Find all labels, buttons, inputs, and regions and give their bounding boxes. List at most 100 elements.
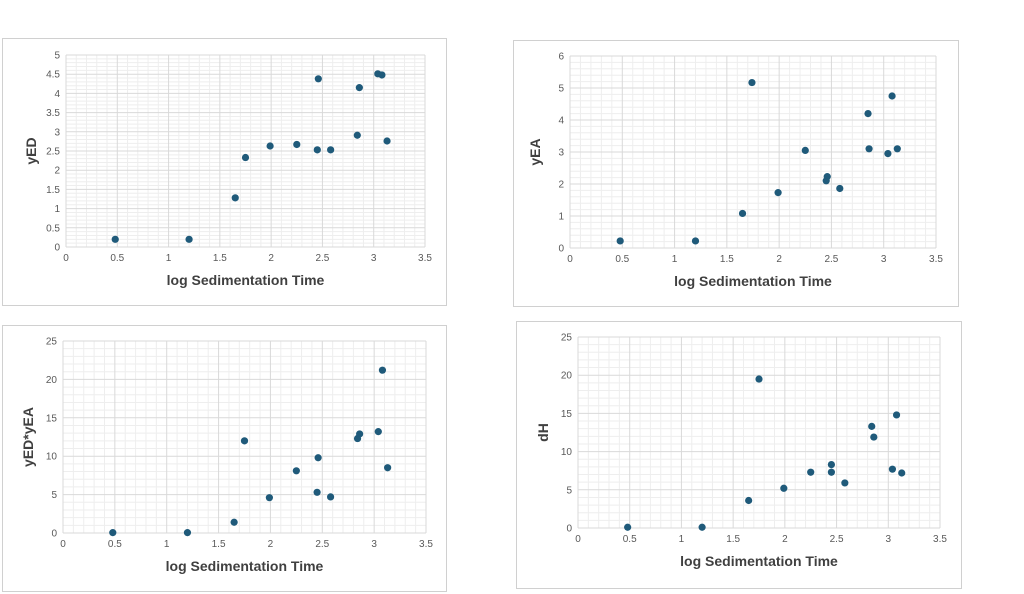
- data-point: [748, 78, 756, 87]
- y-tick-label: 2: [54, 166, 60, 177]
- x-tick-label: 0: [567, 254, 573, 265]
- gridlines: [577, 336, 941, 529]
- y-tick-label: 0: [566, 524, 572, 535]
- y-tick-label: 15: [46, 413, 58, 424]
- data-point: [185, 235, 193, 243]
- y-tick-label: 1: [54, 204, 60, 215]
- x-axis-title: log Sedimentation Time: [167, 272, 325, 288]
- data-point: [893, 145, 901, 153]
- data-point: [864, 110, 872, 118]
- y-tick-label: 3.5: [46, 108, 60, 119]
- y-tick-label: 4: [558, 116, 564, 127]
- data-point: [231, 194, 239, 202]
- data-point: [865, 145, 873, 153]
- x-tick-label: 1: [679, 534, 685, 545]
- gridlines: [569, 55, 937, 249]
- x-tick-label: 2: [268, 539, 274, 550]
- y-tick-label: 10: [561, 447, 573, 458]
- data-point: [807, 468, 815, 476]
- y-tick-label: 5: [558, 84, 564, 95]
- y-tick-label: 10: [46, 452, 58, 463]
- y-tick-label: 3: [54, 127, 60, 138]
- y-tick-label: 5: [51, 490, 57, 501]
- chart-panel-yed: 0 0.5 1 1.5 2 2.5 3 3.5 0 0.5 1 1.5 2 2.5 3 3.5 4 4.5 5 log…: [2, 38, 447, 306]
- x-tick-label: 0.5: [108, 539, 122, 550]
- data-point: [738, 209, 747, 218]
- y-tick-label: 1: [558, 212, 564, 223]
- data-point: [698, 523, 706, 531]
- data-point: [241, 153, 250, 162]
- y-tick-label: 2: [558, 180, 564, 191]
- data-point: [374, 428, 382, 436]
- data-point: [314, 454, 322, 462]
- data-point: [888, 92, 896, 100]
- data-point: [293, 140, 301, 149]
- y-axis-title: yEA: [527, 138, 543, 165]
- y-tick-label: 4: [54, 89, 60, 100]
- data-point: [898, 469, 906, 477]
- data-points: [109, 366, 392, 537]
- x-tick-label: 2.5: [315, 253, 329, 264]
- yea-scatter-chart: 0 0.5 1 1.5 2 2.5 3 3.5 0 1 2 3 4 5 6 log Sedimentation…: [527, 52, 943, 290]
- x-tick-label: 3.5: [929, 254, 943, 265]
- y-tick-label: 5: [54, 51, 60, 62]
- data-point: [384, 464, 392, 472]
- y-tick-label: 25: [561, 333, 573, 344]
- data-points: [624, 375, 906, 531]
- y-axis-title: yED: [23, 137, 39, 164]
- data-point: [326, 493, 335, 501]
- yed-yea-scatter-chart: 0 0.5 1 1.5 2 2.5 3 3.5 0 5 10 15 20 25 log Sedimentat…: [20, 337, 433, 575]
- data-point: [313, 488, 321, 496]
- gridlines: [62, 340, 427, 534]
- y-tick-label: 25: [46, 337, 58, 348]
- yed-scatter-chart: 0 0.5 1 1.5 2 2.5 3 3.5 0 0.5 1 1.5 2 2.5 3 3.5 4 4.5 5 log…: [23, 51, 432, 289]
- y-tick-label: 20: [46, 375, 58, 386]
- data-point: [383, 137, 391, 145]
- data-point: [823, 173, 831, 181]
- x-tick-label: 2.5: [824, 254, 838, 265]
- chart-panel-yed-yea: 0 0.5 1 1.5 2 2.5 3 3.5 0 5 10 15 20 25 log Sedimentat…: [2, 325, 447, 592]
- y-tick-label: 5: [566, 485, 572, 496]
- x-tick-label: 1: [166, 253, 172, 264]
- data-point: [378, 71, 386, 79]
- x-axis-title: log Sedimentation Time: [674, 273, 832, 289]
- data-point: [836, 184, 844, 193]
- x-tick-label: 0: [575, 534, 581, 545]
- data-point: [774, 189, 782, 197]
- x-axis-title: log Sedimentation Time: [166, 558, 324, 574]
- x-tick-label: 0: [60, 539, 66, 550]
- data-point: [230, 518, 238, 526]
- x-tick-label: 3: [371, 253, 377, 264]
- data-point: [755, 375, 763, 383]
- x-axis-title: log Sedimentation Time: [680, 553, 838, 569]
- x-tick-label: 3.5: [933, 534, 947, 545]
- data-point: [356, 430, 364, 438]
- y-tick-label: 0: [51, 529, 57, 540]
- y-tick-label: 3: [558, 148, 564, 159]
- y-axis-title: dH: [535, 423, 551, 442]
- data-point: [313, 146, 321, 154]
- y-tick-label: 4.5: [46, 70, 60, 81]
- x-tick-label: 1.5: [213, 253, 227, 264]
- dh-scatter-chart: 0 0.5 1 1.5 2 2.5 3 3.5 0 5 10 15 20 25 log Sedimentat…: [535, 333, 947, 570]
- x-tick-label: 0: [63, 253, 69, 264]
- data-point: [827, 460, 835, 469]
- x-tick-label: 3.5: [419, 539, 433, 550]
- data-points: [111, 70, 391, 243]
- y-tick-label: 20: [561, 371, 573, 382]
- data-point: [183, 529, 192, 537]
- x-tick-label: 0.5: [615, 254, 629, 265]
- data-point: [624, 523, 632, 531]
- y-tick-label: 1.5: [46, 185, 60, 196]
- x-tick-label: 0.5: [623, 534, 637, 545]
- gridlines: [65, 54, 426, 248]
- data-point: [292, 467, 300, 475]
- x-tick-label: 2: [776, 254, 782, 265]
- data-point: [266, 142, 274, 150]
- y-tick-label: 2.5: [46, 147, 60, 158]
- y-tick-label: 0: [54, 243, 60, 254]
- data-point: [378, 366, 387, 374]
- data-point: [109, 529, 117, 537]
- data-point: [827, 468, 835, 476]
- data-point: [327, 146, 335, 154]
